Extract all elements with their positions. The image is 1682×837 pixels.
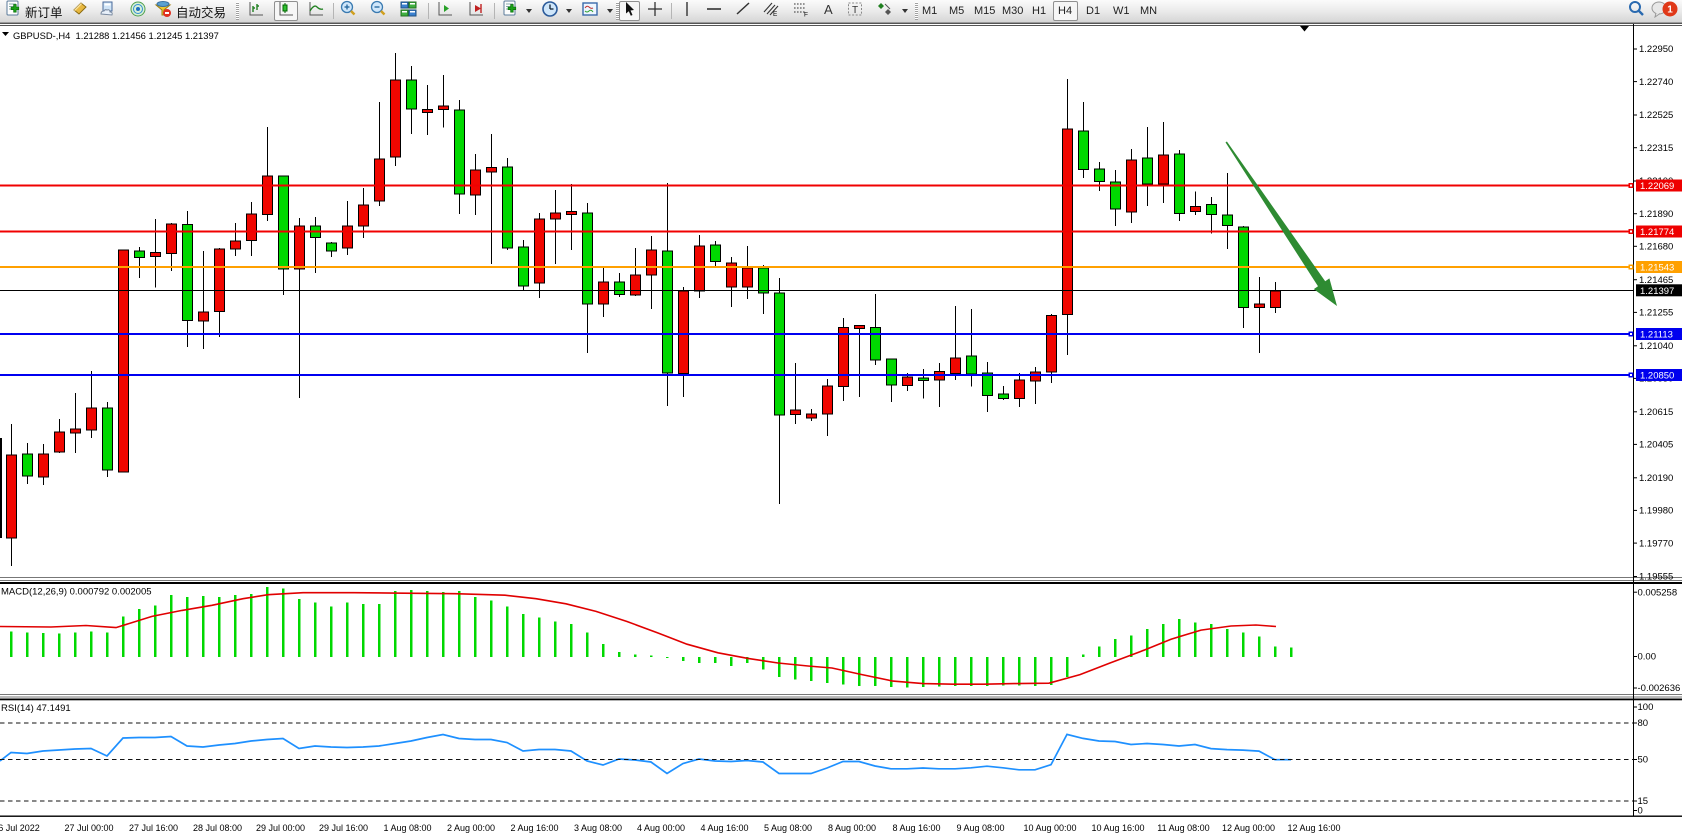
svg-text:29 Jul 16:00: 29 Jul 16:00 — [319, 823, 368, 833]
svg-text:1.22525: 1.22525 — [1639, 110, 1673, 121]
svg-text:1.20190: 1.20190 — [1639, 473, 1673, 484]
svg-text:1: 1 — [1667, 5, 1673, 16]
svg-text:0.00: 0.00 — [1638, 652, 1657, 663]
svg-text:3 Aug 08:00: 3 Aug 08:00 — [574, 823, 622, 833]
svg-text:T: T — [852, 5, 858, 16]
svg-text:8 Aug 16:00: 8 Aug 16:00 — [892, 823, 940, 833]
svg-text:1.22950: 1.22950 — [1639, 44, 1673, 55]
svg-text:1.22069: 1.22069 — [1640, 181, 1674, 192]
svg-text:F: F — [804, 12, 808, 19]
svg-text:1.21397: 1.21397 — [1640, 286, 1674, 297]
svg-text:RSI(14) 47.1491: RSI(14) 47.1491 — [1, 703, 71, 714]
svg-text:MACD(12,26,9) 0.000792 0.00200: MACD(12,26,9) 0.000792 0.002005 — [1, 587, 152, 598]
svg-text:100: 100 — [1638, 702, 1654, 713]
svg-text:80: 80 — [1638, 718, 1649, 729]
svg-text:2 Aug 16:00: 2 Aug 16:00 — [510, 823, 558, 833]
svg-text:10 Aug 00:00: 10 Aug 00:00 — [1023, 823, 1076, 833]
svg-text:12 Aug 16:00: 12 Aug 16:00 — [1287, 823, 1340, 833]
svg-text:29 Jul 00:00: 29 Jul 00:00 — [256, 823, 305, 833]
svg-text:1.21774: 1.21774 — [1640, 227, 1674, 238]
svg-text:1.22315: 1.22315 — [1639, 143, 1673, 154]
svg-text:1.21255: 1.21255 — [1639, 308, 1673, 319]
svg-text:1.21465: 1.21465 — [1639, 275, 1673, 286]
svg-text:9 Aug 08:00: 9 Aug 08:00 — [956, 823, 1004, 833]
svg-text:15: 15 — [1638, 796, 1649, 807]
svg-text:5 Aug 08:00: 5 Aug 08:00 — [764, 823, 812, 833]
svg-text:1.21040: 1.21040 — [1639, 341, 1673, 352]
svg-text:1.22740: 1.22740 — [1639, 77, 1673, 88]
svg-text:GBPUSD-,H4 1.21288 1.21456 1.: GBPUSD-,H4 1.21288 1.21456 1.21245 1.213… — [13, 30, 219, 41]
svg-text:1.20850: 1.20850 — [1640, 371, 1674, 382]
svg-text:1 Aug 08:00: 1 Aug 08:00 — [383, 823, 431, 833]
svg-text:0.005258: 0.005258 — [1638, 587, 1678, 598]
svg-text:1.21543: 1.21543 — [1640, 263, 1674, 274]
svg-text:2 Aug 00:00: 2 Aug 00:00 — [447, 823, 495, 833]
svg-text:50: 50 — [1638, 755, 1649, 766]
svg-text:0: 0 — [1638, 806, 1643, 817]
svg-text:27 Jul 00:00: 27 Jul 00:00 — [64, 823, 113, 833]
svg-text:A: A — [824, 2, 833, 17]
svg-text:4 Aug 16:00: 4 Aug 16:00 — [700, 823, 748, 833]
svg-text:1.21680: 1.21680 — [1639, 242, 1673, 253]
svg-text:12 Aug 00:00: 12 Aug 00:00 — [1222, 823, 1275, 833]
svg-text:1.21890: 1.21890 — [1639, 209, 1673, 220]
svg-text:6 Jul 2022: 6 Jul 2022 — [0, 823, 40, 833]
svg-text:8 Aug 00:00: 8 Aug 00:00 — [828, 823, 876, 833]
svg-text:27 Jul 16:00: 27 Jul 16:00 — [129, 823, 178, 833]
svg-text:11 Aug 08:00: 11 Aug 08:00 — [1157, 823, 1209, 833]
svg-text:28 Jul 08:00: 28 Jul 08:00 — [193, 823, 242, 833]
svg-text:10 Aug 16:00: 10 Aug 16:00 — [1091, 823, 1144, 833]
svg-text:1.19555: 1.19555 — [1639, 572, 1673, 583]
svg-text:1.19980: 1.19980 — [1639, 506, 1673, 517]
svg-text:1.20405: 1.20405 — [1639, 440, 1673, 451]
svg-text:1.19770: 1.19770 — [1639, 538, 1673, 549]
svg-text:4 Aug 00:00: 4 Aug 00:00 — [637, 823, 685, 833]
svg-text:E: E — [773, 11, 778, 18]
svg-text:1.20615: 1.20615 — [1639, 407, 1673, 418]
svg-text:1.21113: 1.21113 — [1640, 330, 1673, 341]
svg-text:-0.002636: -0.002636 — [1638, 683, 1681, 694]
